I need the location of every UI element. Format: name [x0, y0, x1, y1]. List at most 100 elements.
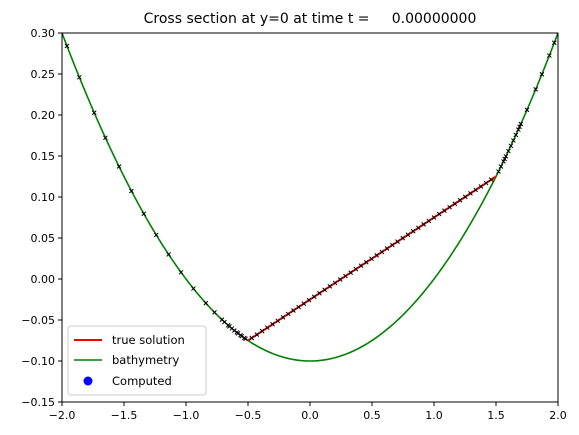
- computed-marker: [442, 208, 447, 213]
- computed-marker: [243, 336, 248, 342]
- computed-marker: [332, 280, 338, 286]
- computed-marker: [421, 222, 426, 227]
- computed-marker: [301, 301, 307, 306]
- x-tick-label: −1.0: [173, 409, 200, 422]
- legend: true solution bathymetry Computed: [67, 325, 207, 396]
- y-tick-label: −0.05: [21, 314, 55, 327]
- computed-marker: [222, 319, 227, 325]
- x-tick-label: 2.0: [549, 409, 567, 422]
- legend-label-computed: Computed: [112, 374, 172, 388]
- computed-marker: [511, 138, 516, 143]
- computed-marker: [374, 253, 380, 258]
- computed-marker: [473, 187, 479, 193]
- computed-marker: [447, 204, 452, 210]
- computed-marker: [400, 235, 406, 241]
- computed-marker: [166, 252, 171, 257]
- computed-marker: [517, 124, 522, 130]
- computed-marker: [431, 215, 437, 220]
- y-tick-label: 0.10: [31, 191, 56, 204]
- computed-marker: [506, 148, 511, 154]
- legend-swatch-computed: [83, 376, 93, 386]
- x-axis: −2.0 −1.5 −1.0 −0.5 0.0 0.5 1.0 1.5 2.0: [49, 402, 567, 422]
- computed-marker: [501, 159, 506, 164]
- computed-marker: [513, 132, 519, 138]
- y-tick-label: 0.00: [31, 273, 56, 286]
- computed-marker: [551, 40, 557, 46]
- computed-marker: [483, 180, 489, 186]
- computed-marker: [508, 143, 514, 149]
- computed-marker: [291, 308, 296, 313]
- computed-marker: [436, 211, 442, 217]
- computed-marker: [311, 294, 317, 300]
- computed-marker: [524, 107, 530, 113]
- computed-marker: [259, 328, 265, 334]
- computed-marker: [348, 270, 354, 275]
- computed-marker: [212, 310, 217, 315]
- computed-marker: [191, 286, 196, 291]
- computed-marker: [395, 239, 400, 244]
- axes-frame: [61, 32, 559, 403]
- computed-marker: [103, 135, 108, 141]
- computed-marker: [322, 287, 327, 293]
- computed-marker: [416, 225, 421, 231]
- computed-marker: [91, 110, 97, 116]
- computed-marker: [254, 332, 260, 337]
- plot-area: [62, 33, 558, 362]
- bathymetry-line: [62, 33, 558, 362]
- computed-marker: [116, 164, 122, 169]
- x-tick-label: −2.0: [49, 409, 76, 422]
- x-tick-label: 1.0: [425, 409, 443, 422]
- x-tick-label: 1.5: [487, 409, 505, 422]
- computed-marker: [452, 201, 458, 207]
- computed-marker: [343, 273, 348, 279]
- computed-marker: [502, 156, 508, 162]
- computed-marker: [296, 304, 301, 310]
- legend-label-true-solution: true solution: [112, 333, 185, 347]
- legend-box: [67, 325, 207, 396]
- computed-marker: [410, 228, 416, 234]
- computed-marker: [384, 246, 390, 251]
- computed-marker: [539, 71, 545, 77]
- x-tick-label: −0.5: [235, 409, 262, 422]
- computed-marker: [405, 232, 411, 238]
- computed-marker: [306, 297, 312, 303]
- computed-marker: [77, 74, 82, 80]
- x-tick-label: 0.5: [363, 409, 381, 422]
- computed-marker: [239, 333, 245, 339]
- y-tick-label: 0.05: [31, 232, 56, 245]
- computed-marker: [503, 153, 509, 159]
- computed-marker: [203, 300, 209, 306]
- y-tick-label: 0.20: [31, 109, 56, 122]
- computed-marker: [285, 311, 291, 317]
- computed-marker: [369, 256, 374, 262]
- computed-marker: [533, 87, 539, 92]
- y-axis: −0.15 −0.10 −0.05 0.00 0.05 0.10 0.15 0.20 0.25 0…: [21, 27, 62, 409]
- computed-marker: [353, 266, 359, 272]
- computed-marker: [178, 269, 184, 275]
- computed-marker: [337, 277, 343, 282]
- computed-marker: [358, 263, 364, 269]
- computed-marker: [426, 218, 432, 224]
- y-tick-label: −0.10: [21, 355, 55, 368]
- y-tick-label: 0.15: [31, 150, 56, 163]
- computed-marker: [462, 194, 468, 200]
- computed-marker: [496, 169, 501, 174]
- legend-label-bathymetry: bathymetry: [112, 353, 179, 367]
- computed-marker: [546, 53, 552, 58]
- computed-marker: [129, 188, 134, 194]
- computed-marker: [327, 284, 333, 289]
- chart-title: Cross section at y=0 at time t = 0.00000…: [144, 11, 477, 27]
- computed-marker: [275, 318, 281, 324]
- computed-marker: [153, 232, 159, 238]
- computed-marker: [64, 43, 70, 49]
- computed-marker: [141, 211, 147, 217]
- computed-marker: [468, 191, 473, 196]
- y-tick-label: 0.30: [31, 27, 56, 40]
- computed-marker: [457, 197, 463, 203]
- x-tick-label: 0.0: [301, 409, 319, 422]
- computed-marker: [280, 315, 286, 320]
- computed-marker: [317, 290, 322, 296]
- computed-marker: [264, 325, 270, 331]
- computed-marker: [389, 242, 395, 248]
